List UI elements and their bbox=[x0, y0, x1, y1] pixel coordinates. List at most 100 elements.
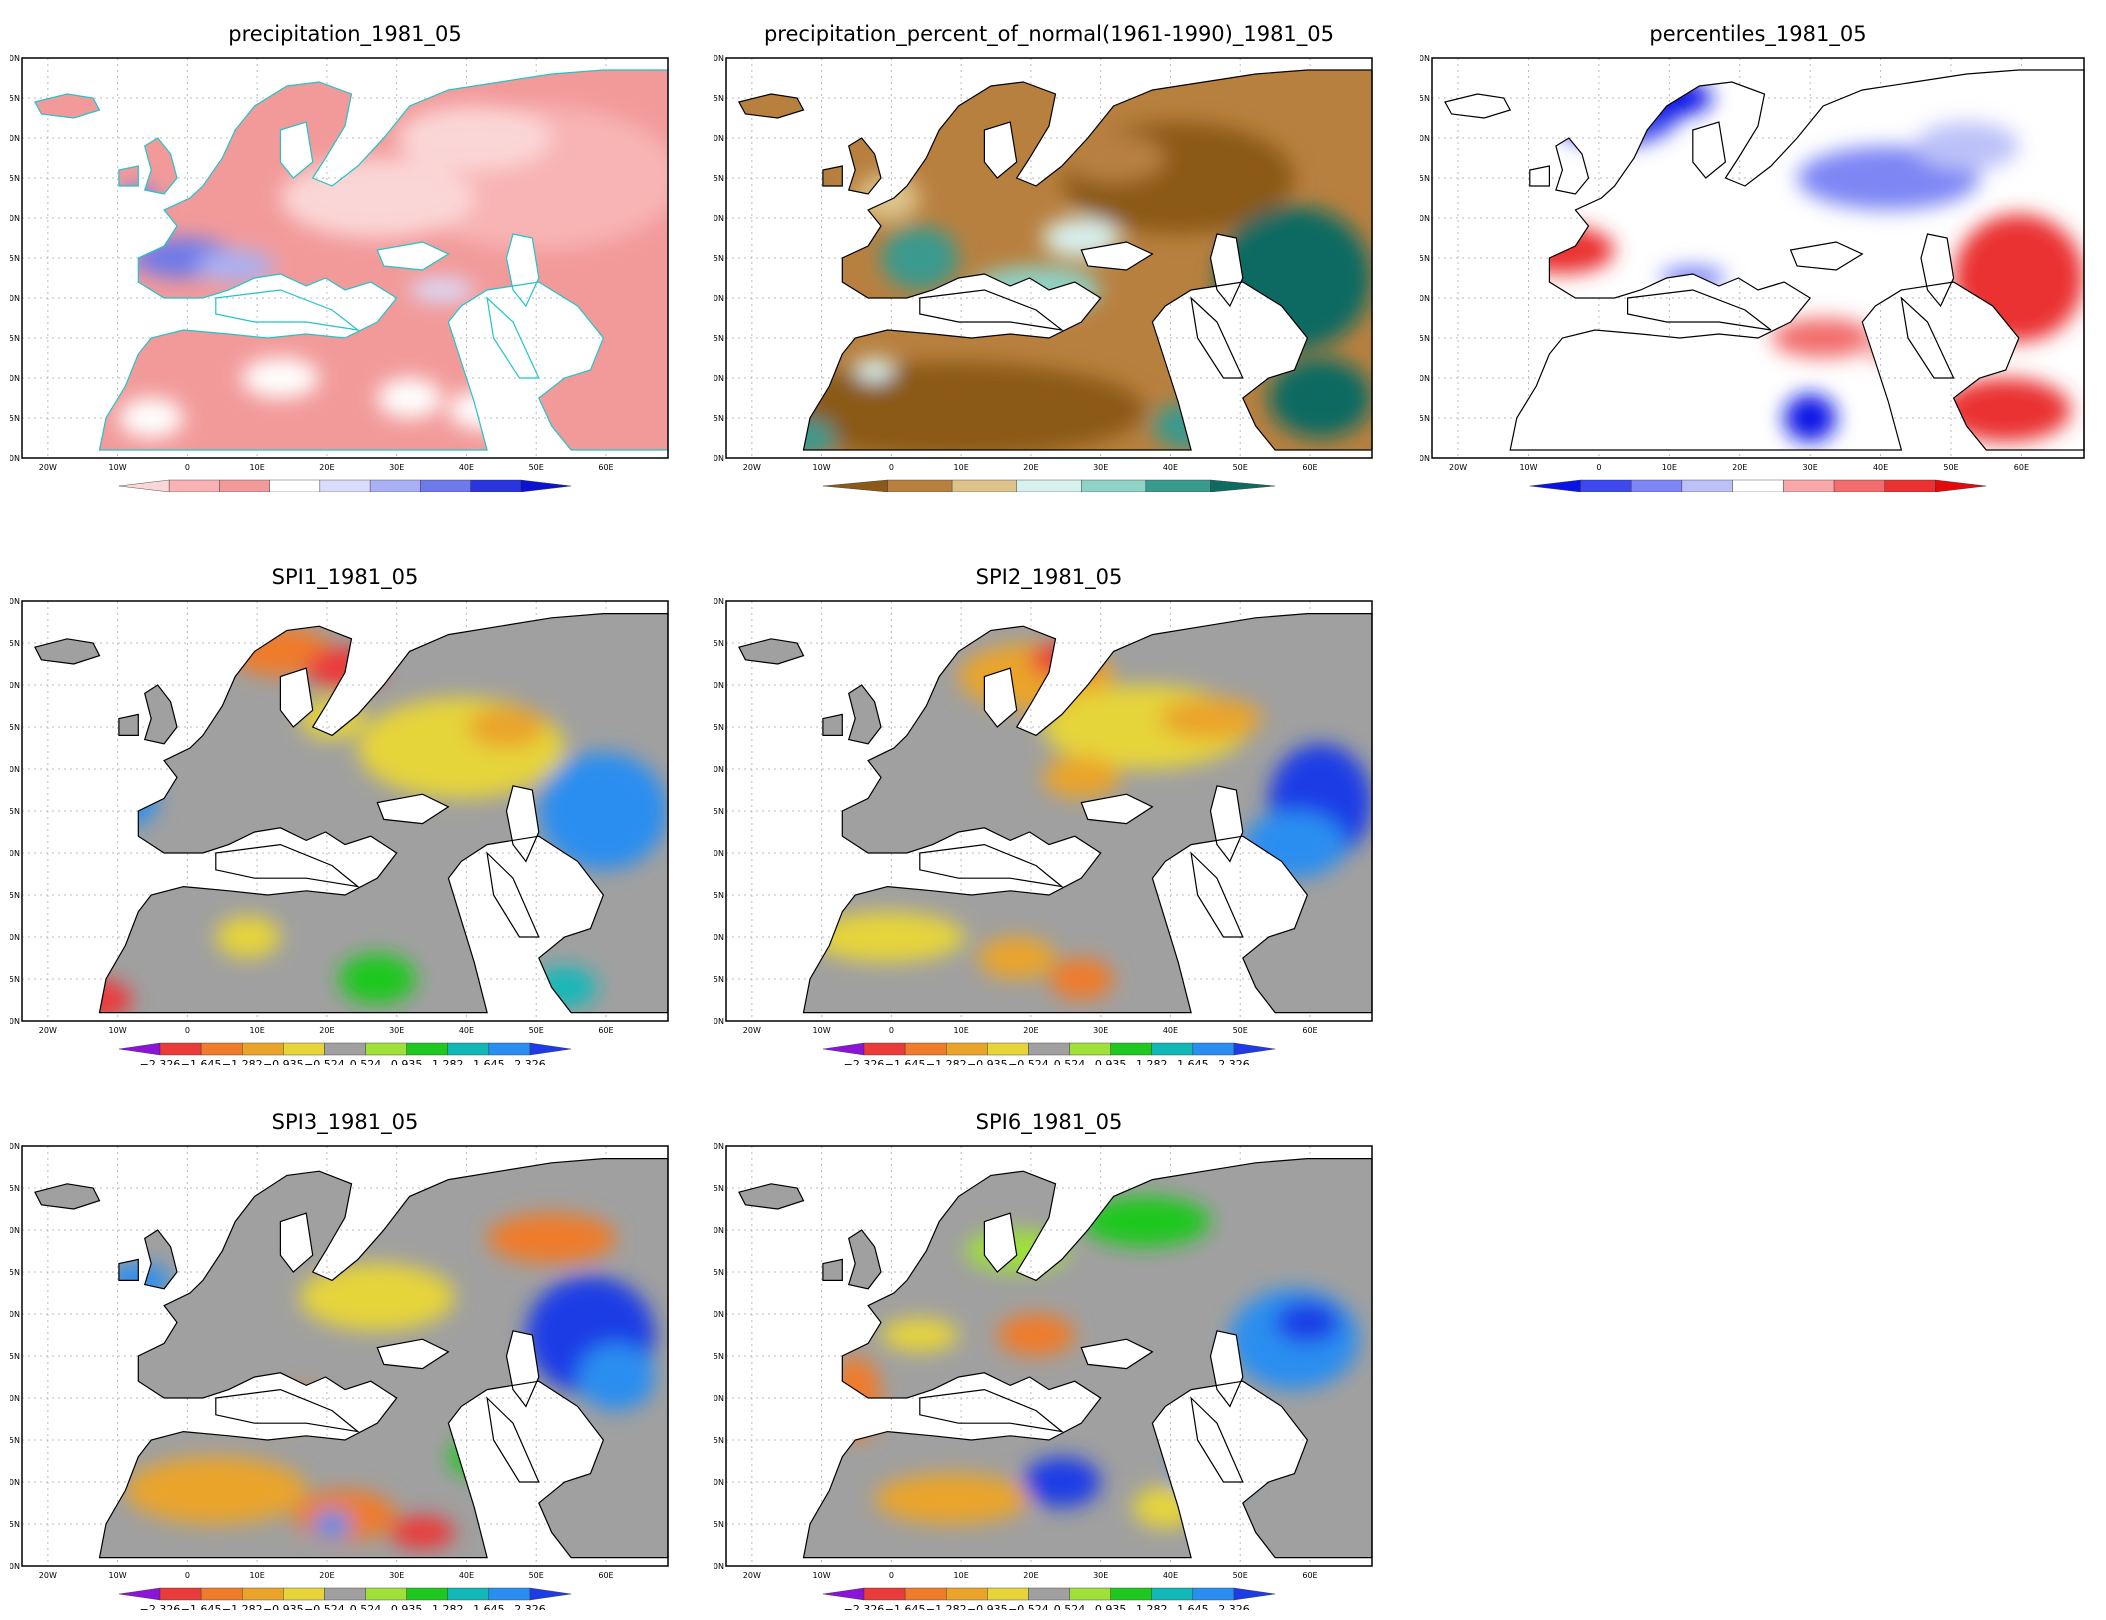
legend-swatch bbox=[1681, 479, 1733, 492]
legend-swatch bbox=[987, 1042, 1029, 1056]
lon-tick-label: 30E bbox=[1093, 463, 1108, 472]
map-panel: SPI1_1981_05 70N 65N 60N 55N 50N 45N 40N 35N 30N 2… bbox=[10, 565, 680, 1065]
lon-tick-label: 0 bbox=[889, 1026, 894, 1035]
lon-tick-label: 40E bbox=[459, 1026, 474, 1035]
sea bbox=[1692, 122, 1726, 178]
lon-tick-label: 20W bbox=[743, 463, 761, 472]
lon-tick-label: 30E bbox=[389, 1571, 404, 1580]
map-panel: SPI2_1981_05 70N 65N 60N 55N 50N 45N 40N 35N 30N 2… bbox=[714, 565, 1384, 1065]
legend-label: −1.645 bbox=[885, 1058, 926, 1065]
field-anomaly bbox=[1081, 1196, 1211, 1247]
legend-label: −0.935 bbox=[263, 1058, 304, 1065]
field-anomaly bbox=[467, 706, 546, 748]
lat-tick-label: 55N bbox=[1420, 174, 1430, 183]
legend-swatch bbox=[1732, 479, 1784, 492]
lat-tick-label: 65N bbox=[714, 1184, 724, 1193]
lat-tick-label: 30N bbox=[714, 1478, 724, 1487]
field-anomaly bbox=[997, 1314, 1075, 1356]
legend-label: 1.282 bbox=[432, 1058, 464, 1065]
field-anomaly bbox=[312, 1511, 352, 1537]
lon-tick-label: 60E bbox=[1302, 1571, 1317, 1580]
field-anomaly bbox=[577, 1343, 656, 1411]
lat-tick-label: 25N bbox=[714, 1520, 724, 1529]
legend-swatch bbox=[488, 1587, 531, 1601]
coastline bbox=[505, 233, 540, 308]
lon-tick-label: 20E bbox=[1023, 1571, 1038, 1580]
coastline bbox=[1190, 1396, 1244, 1483]
coastline bbox=[118, 1258, 139, 1281]
field-anomaly bbox=[1158, 697, 1263, 740]
coastline bbox=[1529, 165, 1550, 187]
field-anomaly bbox=[538, 752, 668, 870]
map-frame bbox=[725, 600, 1373, 1022]
coastline bbox=[802, 613, 1373, 1014]
lat-tick-label: 35N bbox=[10, 891, 20, 900]
coastline bbox=[919, 289, 1065, 331]
map-plot: 70N 65N 60N 55N 50N 45N 40N 35N 30N 25N 20N 20W 10W 0… bbox=[10, 54, 669, 492]
coastline bbox=[118, 713, 139, 736]
legend-swatch bbox=[118, 1042, 161, 1056]
coastline bbox=[1920, 233, 1955, 308]
sea bbox=[1081, 242, 1153, 270]
legend-label: −1.282 bbox=[222, 1603, 263, 1610]
legend-swatch bbox=[1935, 479, 1987, 492]
lat-tick-label: 65N bbox=[10, 1184, 20, 1193]
lon-tick-label: 30E bbox=[389, 463, 404, 472]
lon-tick-label: 20E bbox=[1023, 463, 1038, 472]
lat-tick-label: 20N bbox=[10, 1017, 20, 1026]
legend-label: −0.524 bbox=[1008, 1058, 1049, 1065]
legend-label: 0.524 bbox=[350, 1058, 382, 1065]
legend-label: 2.326 bbox=[1218, 1603, 1250, 1610]
map-plot: 70N 65N 60N 55N 50N 45N 40N 35N 30N 25N 20N 20W 10W 0… bbox=[10, 1142, 669, 1610]
legend-swatch bbox=[168, 479, 220, 492]
lat-tick-label: 45N bbox=[10, 1352, 20, 1361]
lat-tick-label: 70N bbox=[10, 54, 20, 63]
sea bbox=[1081, 1339, 1153, 1369]
field-anomaly bbox=[1771, 318, 1876, 358]
lon-tick-label: 30E bbox=[1803, 463, 1818, 472]
lon-tick-label: 20E bbox=[319, 1026, 334, 1035]
legend-label: 0.524 bbox=[1054, 1058, 1086, 1065]
legend-swatch bbox=[1110, 1042, 1152, 1056]
lon-tick-label: 10W bbox=[109, 463, 127, 472]
coastline bbox=[802, 1158, 1373, 1559]
lon-tick-label: 50E bbox=[529, 1026, 544, 1035]
lon-tick-label: 60E bbox=[1302, 463, 1317, 472]
lon-tick-label: 50E bbox=[1233, 1026, 1248, 1035]
lon-tick-label: 10W bbox=[813, 1026, 831, 1035]
lon-tick-label: 20E bbox=[1023, 1026, 1038, 1035]
legend-label: 0.524 bbox=[350, 1603, 382, 1610]
lon-tick-label: 60E bbox=[1302, 1026, 1317, 1035]
lat-tick-label: 45N bbox=[1420, 254, 1430, 263]
lon-tick-label: 10W bbox=[109, 1026, 127, 1035]
legend-swatch bbox=[1028, 1042, 1070, 1056]
lat-tick-label: 55N bbox=[10, 174, 20, 183]
lon-tick-label: 30E bbox=[389, 1026, 404, 1035]
legend-swatch bbox=[159, 1587, 202, 1601]
legend-swatch bbox=[1192, 1042, 1235, 1056]
legend-label: −1.282 bbox=[926, 1058, 967, 1065]
legend-swatch bbox=[159, 1042, 202, 1056]
legend-swatch bbox=[118, 479, 170, 492]
coastline bbox=[1080, 1338, 1154, 1370]
legend-label: −0.935 bbox=[967, 1058, 1008, 1065]
lat-tick-label: 60N bbox=[1420, 134, 1430, 143]
legend-swatch bbox=[118, 1587, 161, 1601]
lat-tick-label: 20N bbox=[1420, 454, 1430, 463]
legend-label: −0.935 bbox=[263, 1603, 304, 1610]
legend-swatch bbox=[1110, 1587, 1152, 1601]
legend-label: −2.326 bbox=[140, 1603, 181, 1610]
legend-swatch bbox=[520, 479, 572, 492]
legend-swatch bbox=[420, 479, 471, 492]
coastline bbox=[376, 793, 450, 825]
legend-swatch bbox=[200, 1042, 243, 1056]
map-title: SPI6_1981_05 bbox=[975, 1110, 1123, 1134]
coastline bbox=[1789, 241, 1864, 271]
legend-swatch bbox=[863, 1042, 906, 1056]
legend-swatch bbox=[1210, 479, 1276, 492]
lon-tick-label: 20E bbox=[319, 463, 334, 472]
legend-swatch bbox=[324, 1587, 366, 1601]
lon-tick-label: 10E bbox=[1662, 463, 1677, 472]
coastline bbox=[279, 121, 314, 179]
lat-tick-label: 50N bbox=[10, 214, 20, 223]
